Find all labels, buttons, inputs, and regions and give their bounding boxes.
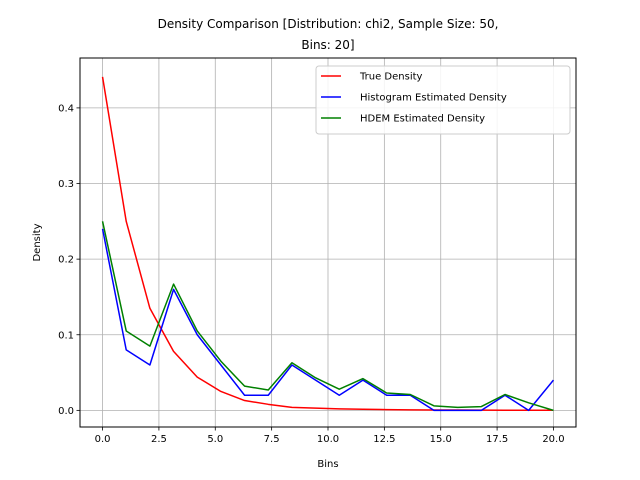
- legend-box: [315, 65, 571, 135]
- y-tick-label: 0.0: [58, 406, 74, 417]
- legend-label-histogram-estimated-density: Histogram Estimated Density: [360, 93, 507, 104]
- x-tick-label: 15.0: [430, 434, 452, 445]
- x-axis-ticks: 0.0 2.5 5.0 7.5 10.0 12.5 15.0 17.5 20.0: [95, 427, 565, 445]
- series-lines: [101, 76, 555, 412]
- legend-label-hdem-estimated-density: HDEM Estimated Density: [360, 114, 485, 125]
- y-axis-ticks: 0.0 0.1 0.2 0.3 0.4: [58, 103, 80, 417]
- x-tick-label: 2.5: [151, 434, 167, 445]
- x-tick-label: 5.0: [207, 434, 223, 445]
- histogram-estimated-density-line: [101, 228, 555, 412]
- y-tick-label: 0.3: [58, 179, 74, 190]
- x-tick-label: 0.0: [95, 434, 111, 445]
- y-tick-label: 0.4: [58, 103, 74, 114]
- x-axis-label: Bins: [317, 459, 338, 470]
- x-tick-label: 10.0: [317, 434, 339, 445]
- chart-title-line-2: Bins: 20]: [301, 38, 354, 52]
- x-tick-label: 7.5: [264, 434, 280, 445]
- chart-title-line-1: Density Comparison [Distribution: chi2, …: [158, 17, 499, 31]
- legend-label-true-density: True Density: [359, 72, 423, 83]
- y-tick-label: 0.2: [58, 255, 74, 266]
- legend: True Density Histogram Estimated Density H…: [315, 65, 571, 135]
- y-tick-label: 0.1: [58, 330, 74, 341]
- x-tick-label: 12.5: [373, 434, 395, 445]
- y-axis-label: Density: [32, 223, 43, 261]
- x-tick-label: 17.5: [486, 434, 508, 445]
- hdem-estimated-density-line: [101, 221, 554, 412]
- x-tick-label: 20.0: [542, 434, 564, 445]
